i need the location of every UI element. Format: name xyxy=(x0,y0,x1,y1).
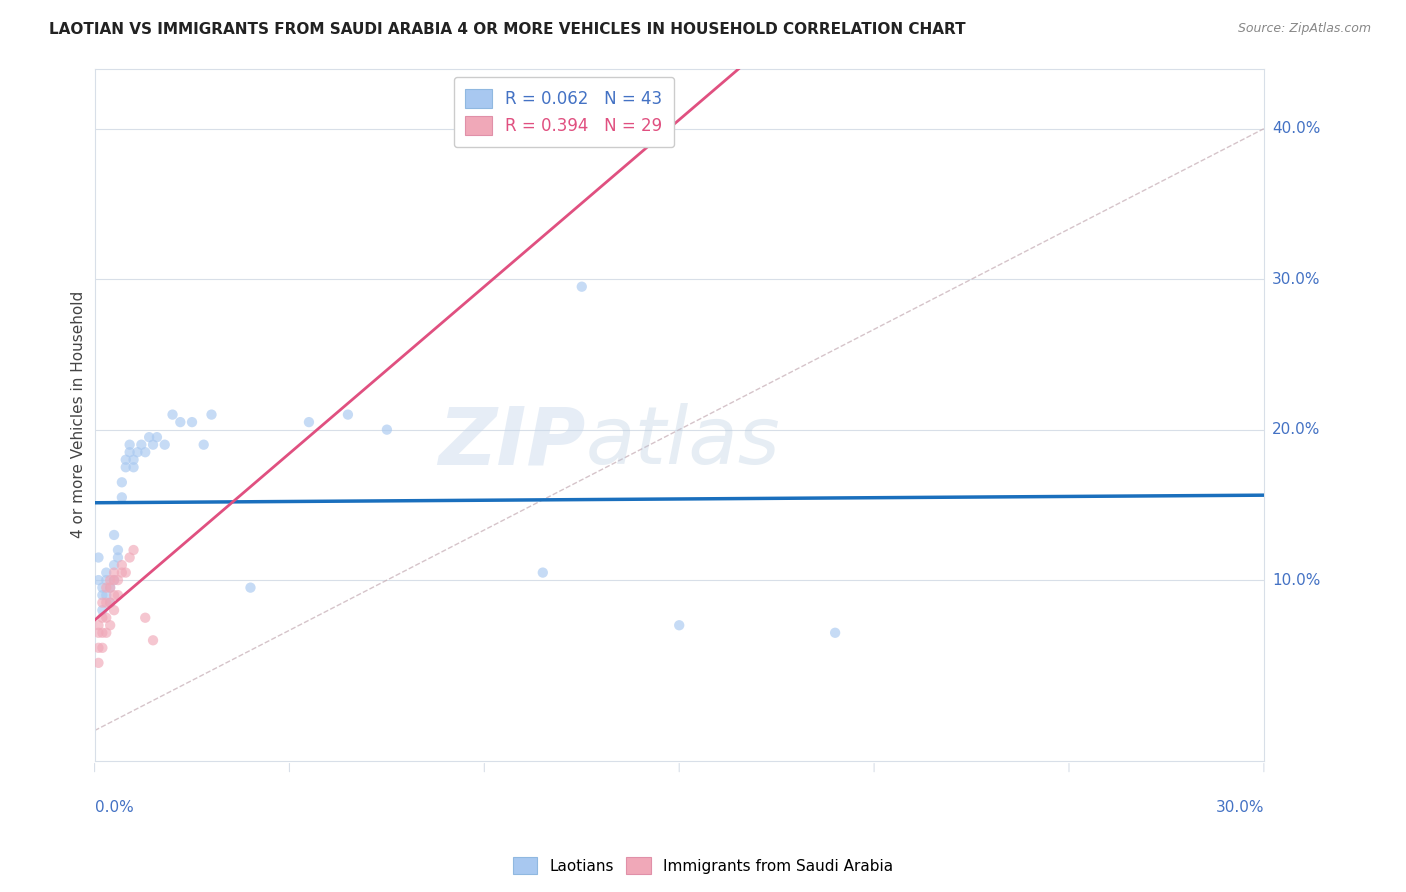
Point xyxy=(114,460,136,475)
Point xyxy=(169,415,191,429)
Point xyxy=(142,633,165,648)
Point xyxy=(668,618,690,632)
Point xyxy=(107,550,129,565)
Point xyxy=(114,452,136,467)
Point xyxy=(134,445,156,459)
Point xyxy=(131,438,153,452)
Point xyxy=(118,438,141,452)
Point xyxy=(103,566,125,580)
Point xyxy=(96,588,118,602)
Point xyxy=(122,543,145,558)
Point xyxy=(87,573,110,587)
Point xyxy=(98,596,121,610)
Point xyxy=(91,603,114,617)
Point xyxy=(200,408,222,422)
Point xyxy=(127,445,149,459)
Point xyxy=(87,618,110,632)
Point xyxy=(103,573,125,587)
Point xyxy=(122,452,145,467)
Point xyxy=(107,588,129,602)
Point xyxy=(91,625,114,640)
Legend: Laotians, Immigrants from Saudi Arabia: Laotians, Immigrants from Saudi Arabia xyxy=(506,851,900,880)
Point xyxy=(153,438,176,452)
Point xyxy=(87,550,110,565)
Text: LAOTIAN VS IMMIGRANTS FROM SAUDI ARABIA 4 OR MORE VEHICLES IN HOUSEHOLD CORRELAT: LAOTIAN VS IMMIGRANTS FROM SAUDI ARABIA … xyxy=(49,22,966,37)
Text: 20.0%: 20.0% xyxy=(1272,422,1320,437)
Point xyxy=(91,596,114,610)
Point xyxy=(111,566,134,580)
Point xyxy=(134,611,156,625)
Point xyxy=(162,408,184,422)
Point xyxy=(571,279,593,293)
Legend: R = 0.062   N = 43, R = 0.394   N = 29: R = 0.062 N = 43, R = 0.394 N = 29 xyxy=(454,77,673,147)
Point xyxy=(91,611,114,625)
Point xyxy=(181,415,204,429)
Point xyxy=(375,423,398,437)
Point xyxy=(118,550,141,565)
Point xyxy=(96,611,118,625)
Point xyxy=(98,596,121,610)
Point xyxy=(111,558,134,572)
Point xyxy=(111,475,134,490)
Point xyxy=(98,573,121,587)
Point xyxy=(98,581,121,595)
Y-axis label: 4 or more Vehicles in Household: 4 or more Vehicles in Household xyxy=(72,291,86,538)
Point xyxy=(87,640,110,655)
Point xyxy=(239,581,262,595)
Text: 30.0%: 30.0% xyxy=(1215,799,1264,814)
Point xyxy=(531,566,554,580)
Point xyxy=(91,640,114,655)
Text: 0.0%: 0.0% xyxy=(94,799,134,814)
Point xyxy=(122,460,145,475)
Point xyxy=(103,588,125,602)
Point xyxy=(103,603,125,617)
Point xyxy=(107,573,129,587)
Point xyxy=(98,581,121,595)
Text: 40.0%: 40.0% xyxy=(1272,121,1320,136)
Point xyxy=(111,491,134,505)
Point xyxy=(107,543,129,558)
Point xyxy=(103,573,125,587)
Point xyxy=(114,566,136,580)
Point xyxy=(96,625,118,640)
Point xyxy=(336,408,359,422)
Point xyxy=(193,438,215,452)
Point xyxy=(142,438,165,452)
Text: 10.0%: 10.0% xyxy=(1272,573,1320,588)
Text: 30.0%: 30.0% xyxy=(1272,272,1320,286)
Point xyxy=(146,430,169,444)
Point xyxy=(87,656,110,670)
Point xyxy=(103,558,125,572)
Text: atlas: atlas xyxy=(586,403,780,482)
Point xyxy=(98,618,121,632)
Point xyxy=(91,588,114,602)
Point xyxy=(298,415,321,429)
Point xyxy=(91,581,114,595)
Point xyxy=(96,566,118,580)
Point xyxy=(96,573,118,587)
Text: Source: ZipAtlas.com: Source: ZipAtlas.com xyxy=(1237,22,1371,36)
Point xyxy=(138,430,160,444)
Point xyxy=(824,625,846,640)
Point xyxy=(96,596,118,610)
Point xyxy=(103,528,125,542)
Point xyxy=(87,625,110,640)
Point xyxy=(118,445,141,459)
Point xyxy=(96,581,118,595)
Text: ZIP: ZIP xyxy=(439,403,586,482)
